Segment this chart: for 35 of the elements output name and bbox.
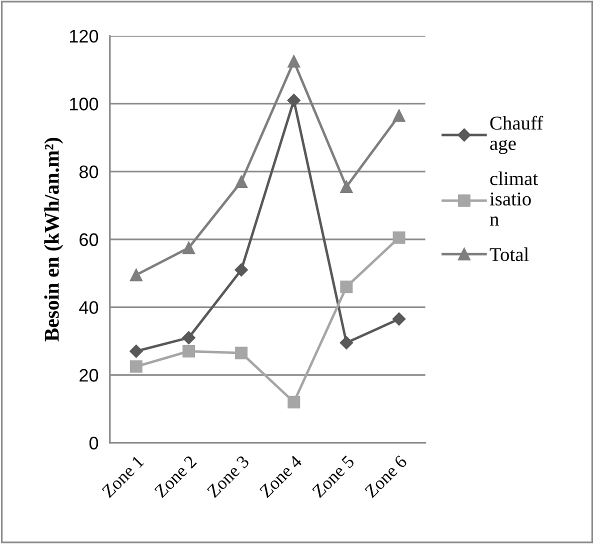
y-tick-label: 0 [89,436,98,450]
point [287,94,300,107]
x-tick-label: Zone 6 [364,454,408,498]
y-tick-label: 40 [79,301,98,314]
point [392,312,406,326]
point [392,231,406,244]
legend-label: Chauffage [490,116,544,154]
point [340,180,353,194]
point [340,280,353,294]
point [288,55,300,68]
point [130,344,143,358]
y-tick-label: 60 [80,233,98,246]
point [392,109,406,122]
legend-label: climatisation [490,172,538,226]
point [182,345,195,358]
point [340,336,354,350]
point [130,268,142,282]
point [130,360,142,373]
y-tick-label: 100 [70,98,98,110]
x-tick-label: Zone 5 [312,454,355,498]
point [182,242,195,254]
point [234,263,248,276]
y-tick-label: 20 [80,368,98,382]
x-tick-label: Zone 4 [259,454,303,498]
x-tick-label: Zone 3 [206,454,250,498]
y-tick-label: 120 [70,30,98,43]
point [288,396,300,408]
y-tick-label: 80 [79,165,98,178]
legend-label: Total [490,247,529,262]
x-tick-label: Zone 2 [154,455,198,498]
point [235,175,248,188]
x-tick-label: Zone 1 [101,455,144,498]
point [235,346,248,360]
point [182,331,196,344]
y-axis-title: Besoin en (kWh/an.m²) [44,138,64,342]
